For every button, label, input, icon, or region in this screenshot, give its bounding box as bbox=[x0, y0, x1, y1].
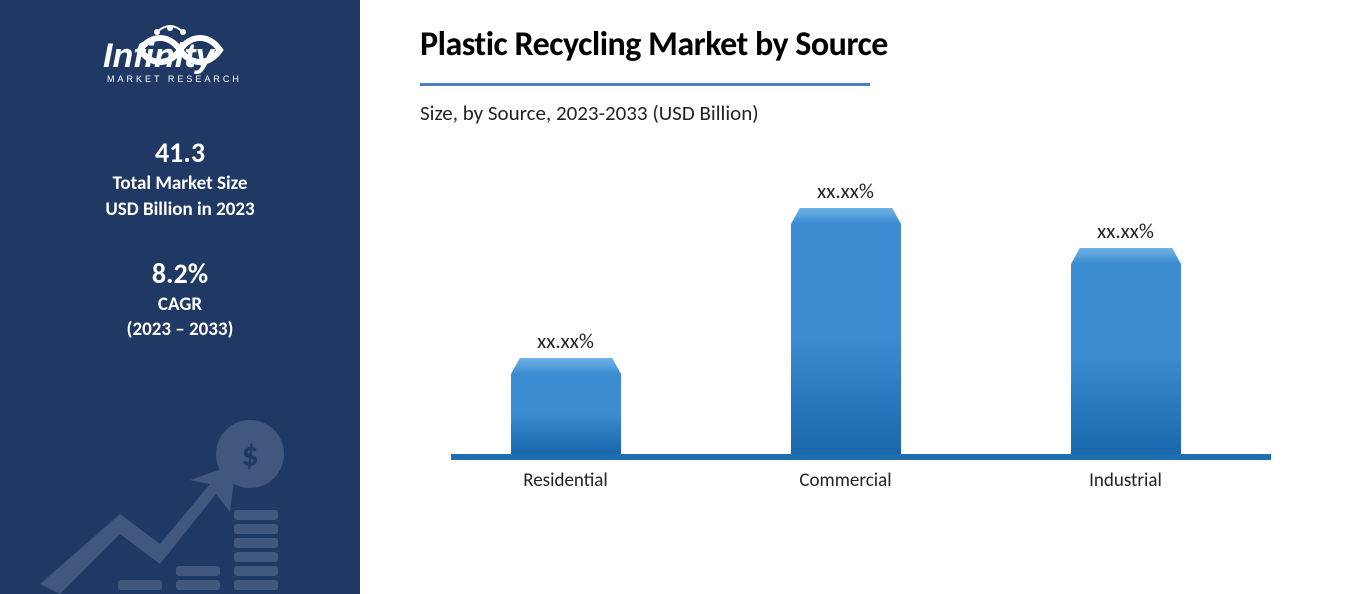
bar-category-label: Industrial bbox=[1026, 469, 1226, 492]
svg-text:$: $ bbox=[241, 435, 258, 476]
market-size-value: 41.3 bbox=[105, 135, 254, 170]
chart-title: Plastic Recycling Market by Source bbox=[420, 24, 1321, 65]
brand-logo: Infinity MARKET RESEARCH bbox=[85, 22, 275, 97]
bar-value-label: xx.xx% bbox=[466, 328, 666, 354]
root: Infinity MARKET RESEARCH 41.3 Total Mark… bbox=[0, 0, 1361, 594]
bar-value-label: xx.xx% bbox=[746, 178, 946, 204]
cagr-value: 8.2% bbox=[127, 256, 234, 291]
market-size-label2: USD Billion in 2023 bbox=[105, 198, 254, 222]
cagr-block: 8.2% CAGR (2023 – 2033) bbox=[127, 256, 234, 343]
bar-chart: xx.xx%Residentialxx.xx%Commercialxx.xx%I… bbox=[451, 200, 1271, 500]
bar-category-label: Residential bbox=[466, 469, 666, 492]
bar-category-label: Commercial bbox=[746, 469, 946, 492]
main-panel: Plastic Recycling Market by Source Size,… bbox=[360, 0, 1361, 594]
market-size-block: 41.3 Total Market Size USD Billion in 20… bbox=[105, 135, 254, 222]
chart-subtitle: Size, by Source, 2023-2033 (USD Billion) bbox=[420, 100, 1321, 126]
chart-area: xx.xx%Residentialxx.xx%Commercialxx.xx%I… bbox=[420, 200, 1301, 520]
bar-residential bbox=[511, 374, 621, 454]
bar-industrial bbox=[1071, 264, 1181, 454]
cagr-label2: (2023 – 2033) bbox=[127, 318, 234, 342]
bar-commercial bbox=[791, 224, 901, 454]
chart-baseline bbox=[451, 454, 1271, 460]
logo-main-text: Infinity bbox=[103, 37, 217, 75]
title-underline bbox=[420, 83, 870, 86]
sidebar: Infinity MARKET RESEARCH 41.3 Total Mark… bbox=[0, 0, 360, 594]
infinity-logo-svg: Infinity MARKET RESEARCH bbox=[85, 22, 275, 92]
growth-watermark-icon: $ bbox=[0, 404, 360, 594]
bar-value-label: xx.xx% bbox=[1026, 218, 1226, 244]
logo-sub-text: MARKET RESEARCH bbox=[107, 74, 242, 84]
cagr-label1: CAGR bbox=[127, 293, 234, 317]
market-size-label1: Total Market Size bbox=[105, 172, 254, 196]
